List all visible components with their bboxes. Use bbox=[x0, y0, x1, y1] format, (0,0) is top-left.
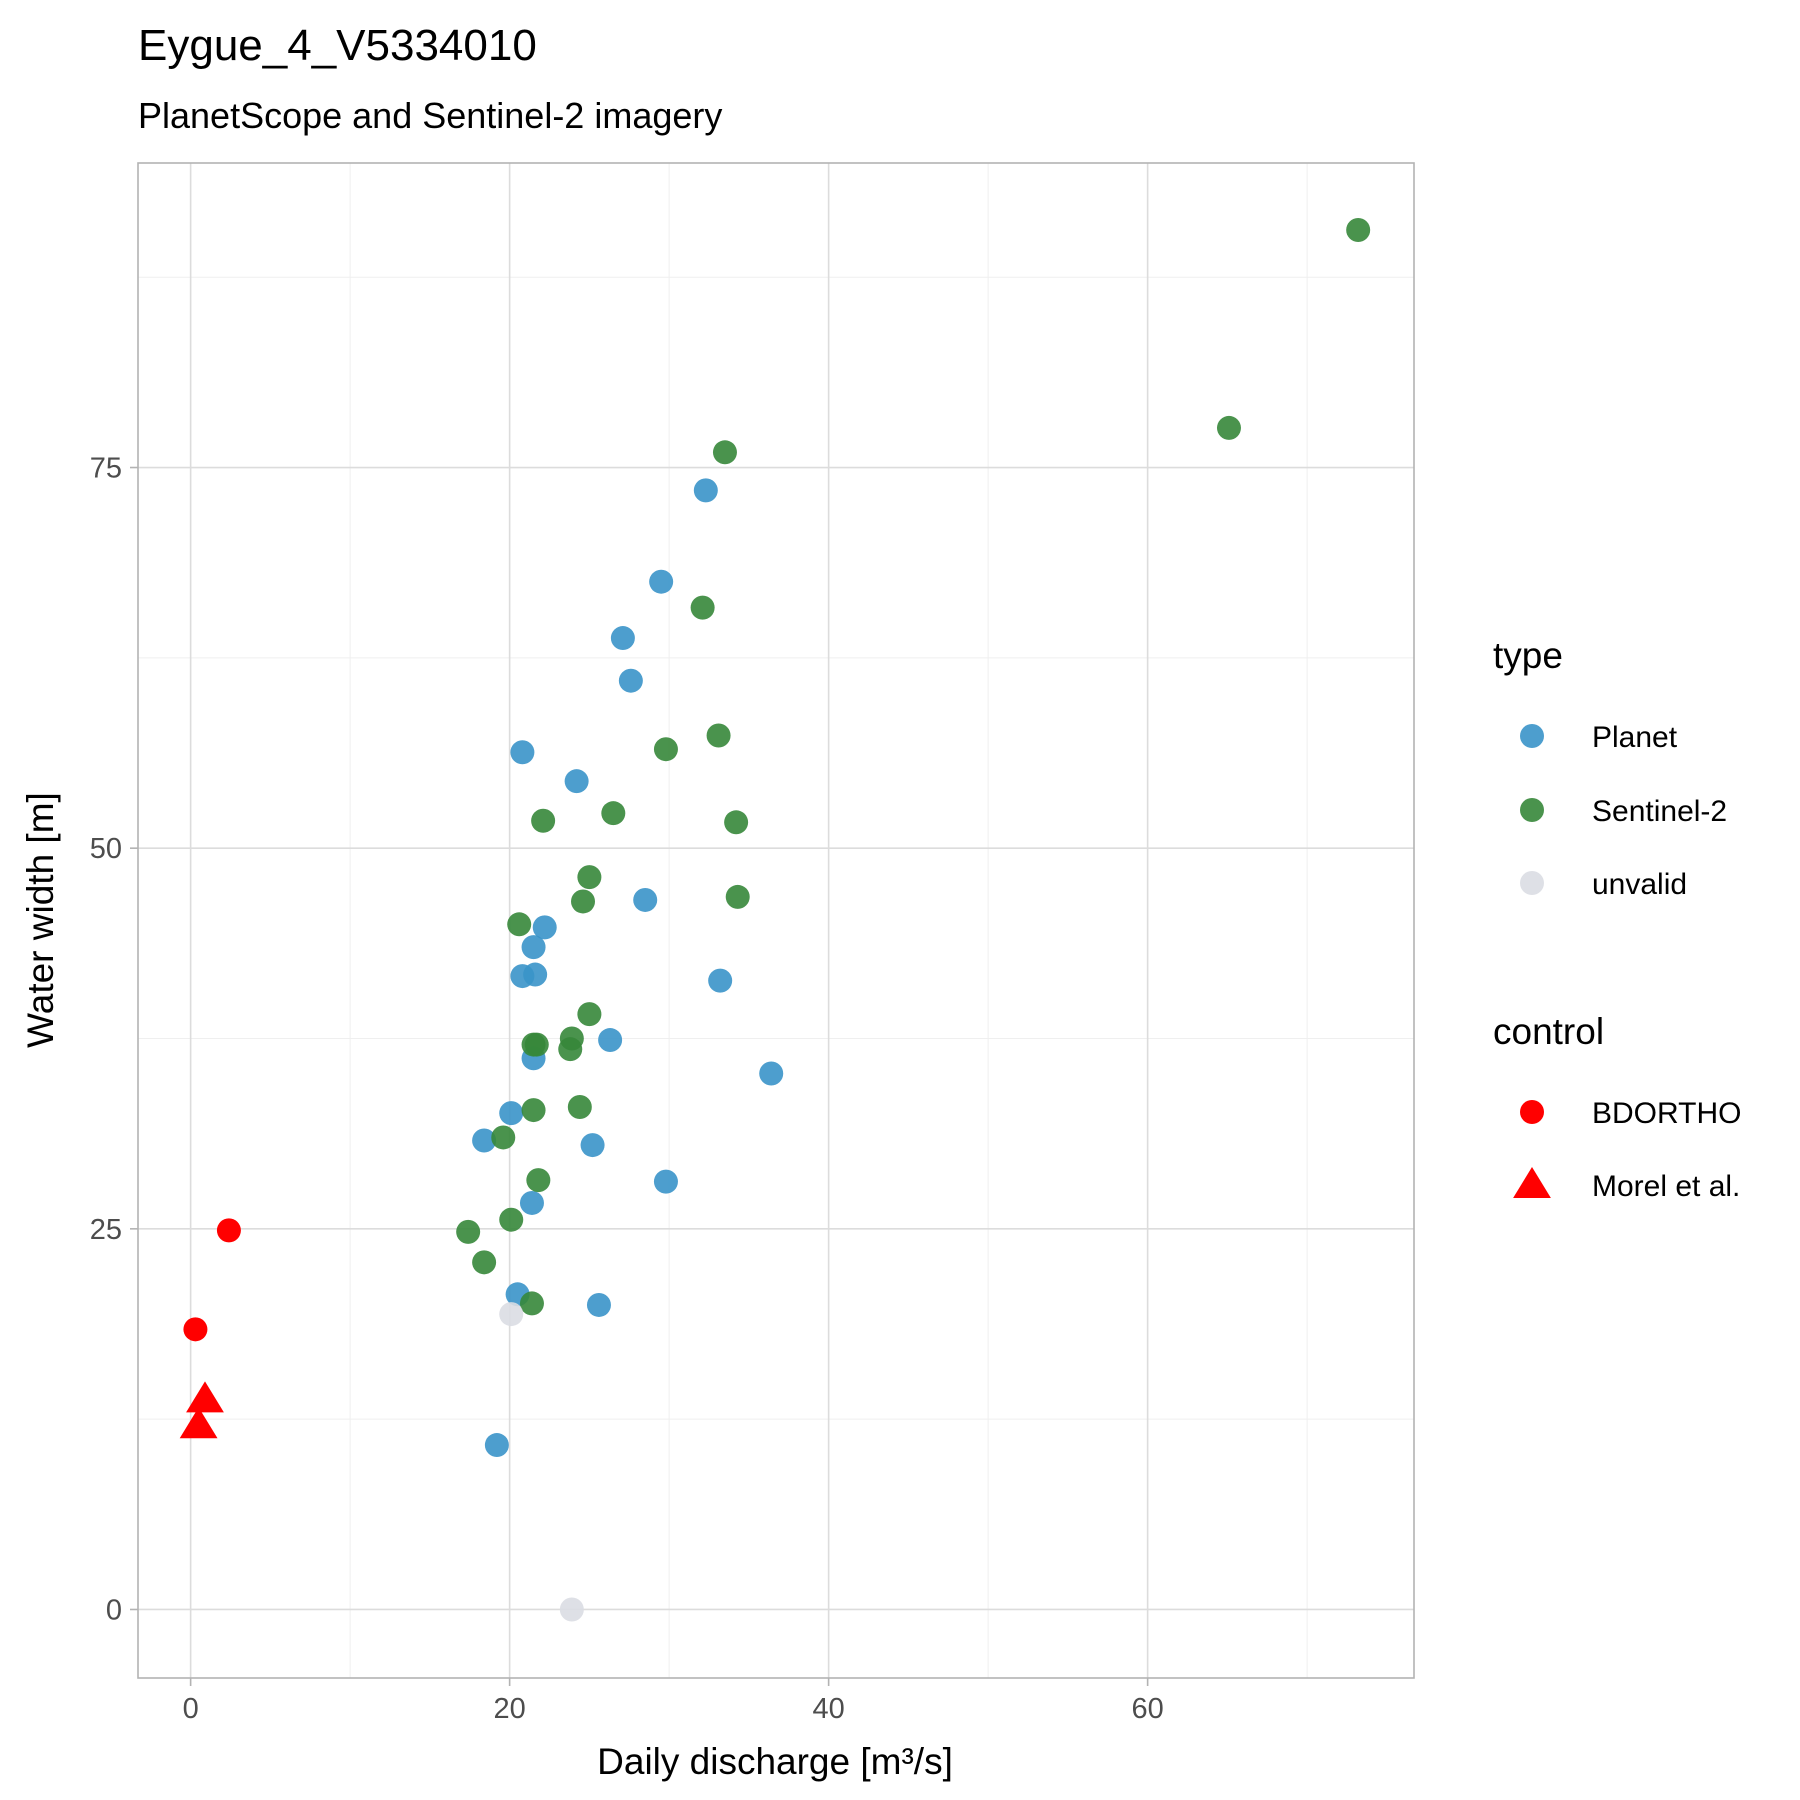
planet-point bbox=[580, 1133, 605, 1158]
data-points bbox=[179, 217, 1371, 1622]
x-tick-label: 60 bbox=[1132, 1693, 1164, 1725]
legend: type Planet Sentinel-2 unvalid control BDORTH… bbox=[1493, 635, 1741, 1203]
sentinel-2-point bbox=[521, 1098, 546, 1123]
planet-point bbox=[759, 1061, 784, 1086]
sentinel-2-point bbox=[1216, 415, 1241, 440]
planet-point bbox=[610, 626, 635, 651]
legend-key-planet bbox=[1520, 724, 1544, 748]
plot-panel bbox=[137, 162, 1415, 1679]
legend-key-bdortho bbox=[1520, 1100, 1544, 1124]
planet-point bbox=[618, 668, 643, 693]
sentinel-2-point bbox=[526, 1168, 551, 1193]
y-axis-title: Water width [m] bbox=[20, 792, 61, 1048]
planet-point bbox=[532, 915, 557, 940]
legend-label-morel-et-al: Morel et al. bbox=[1592, 1170, 1740, 1203]
planet-point bbox=[693, 478, 718, 503]
planet-point bbox=[564, 769, 589, 794]
sentinel-2-point bbox=[571, 889, 596, 914]
legend-key-sentinel-2 bbox=[1520, 798, 1544, 822]
sentinel-2-point bbox=[690, 595, 715, 620]
x-axis: 0 20 40 60 bbox=[183, 1678, 1164, 1725]
legend-label-bdortho: BDORTHO bbox=[1592, 1097, 1741, 1130]
sentinel-2-point bbox=[712, 440, 737, 465]
morel-et-al-point bbox=[186, 1381, 224, 1413]
x-tick-label: 0 bbox=[183, 1693, 199, 1725]
sentinel-2-point bbox=[456, 1219, 481, 1244]
sentinel-2-point bbox=[519, 1291, 544, 1316]
morel-et-al-point bbox=[179, 1407, 218, 1439]
sentinel-2-point bbox=[653, 737, 678, 762]
sentinel-2-point bbox=[524, 1032, 549, 1057]
legend-label-planet: Planet bbox=[1592, 721, 1678, 754]
sentinel-2-point bbox=[472, 1250, 497, 1275]
legend-label-unvalid: unvalid bbox=[1592, 868, 1687, 901]
y-tick-label: 25 bbox=[90, 1214, 122, 1246]
sentinel-2-point bbox=[558, 1037, 583, 1062]
x-axis-title: Daily discharge [m³/s] bbox=[597, 1741, 953, 1782]
unvalid-point bbox=[559, 1597, 584, 1622]
x-tick-label: 40 bbox=[813, 1693, 845, 1725]
unvalid-point bbox=[499, 1302, 524, 1327]
planet-point bbox=[523, 962, 548, 987]
sentinel-2-point bbox=[1346, 217, 1371, 242]
legend-label-sentinel-2: Sentinel-2 bbox=[1592, 795, 1727, 828]
planet-point bbox=[708, 968, 733, 993]
x-tick-label: 20 bbox=[494, 1693, 526, 1725]
sentinel-2-point bbox=[567, 1095, 592, 1120]
legend-key-morel-et-al bbox=[1513, 1167, 1551, 1198]
planet-point bbox=[649, 569, 674, 594]
planet-point bbox=[653, 1169, 678, 1194]
sentinel-2-point bbox=[531, 808, 556, 833]
y-tick-label: 50 bbox=[90, 833, 122, 865]
sentinel-2-point bbox=[507, 912, 532, 937]
planet-point bbox=[598, 1028, 623, 1053]
sentinel-2-point bbox=[725, 884, 750, 909]
bdortho-point bbox=[183, 1317, 208, 1342]
planet-point bbox=[472, 1128, 497, 1153]
y-axis: 0 25 50 75 bbox=[90, 453, 138, 1626]
chart-title: Eygue_4_V5334010 bbox=[138, 21, 537, 70]
planet-point bbox=[484, 1433, 509, 1458]
y-tick-label: 0 bbox=[106, 1594, 122, 1626]
planet-point bbox=[499, 1101, 524, 1126]
sentinel-2-point bbox=[706, 723, 731, 748]
sentinel-2-point bbox=[577, 1002, 602, 1027]
planet-point bbox=[510, 740, 535, 765]
legend-key-unvalid bbox=[1520, 871, 1544, 895]
legend-title-type: type bbox=[1493, 635, 1563, 676]
sentinel-2-point bbox=[724, 810, 749, 835]
panel-border bbox=[137, 162, 1415, 1679]
sentinel-2-point bbox=[499, 1207, 524, 1232]
planet-point bbox=[586, 1292, 611, 1317]
sentinel-2-point bbox=[491, 1125, 516, 1150]
legend-title-control: control bbox=[1493, 1011, 1604, 1052]
planet-point bbox=[633, 887, 658, 912]
planet-point bbox=[521, 935, 546, 960]
bdortho-point bbox=[216, 1218, 241, 1243]
y-tick-label: 75 bbox=[90, 453, 122, 485]
chart-subtitle: PlanetScope and Sentinel-2 imagery bbox=[138, 95, 722, 136]
sentinel-2-point bbox=[601, 801, 626, 826]
planet-point bbox=[519, 1190, 544, 1215]
sentinel-2-point bbox=[577, 865, 602, 890]
